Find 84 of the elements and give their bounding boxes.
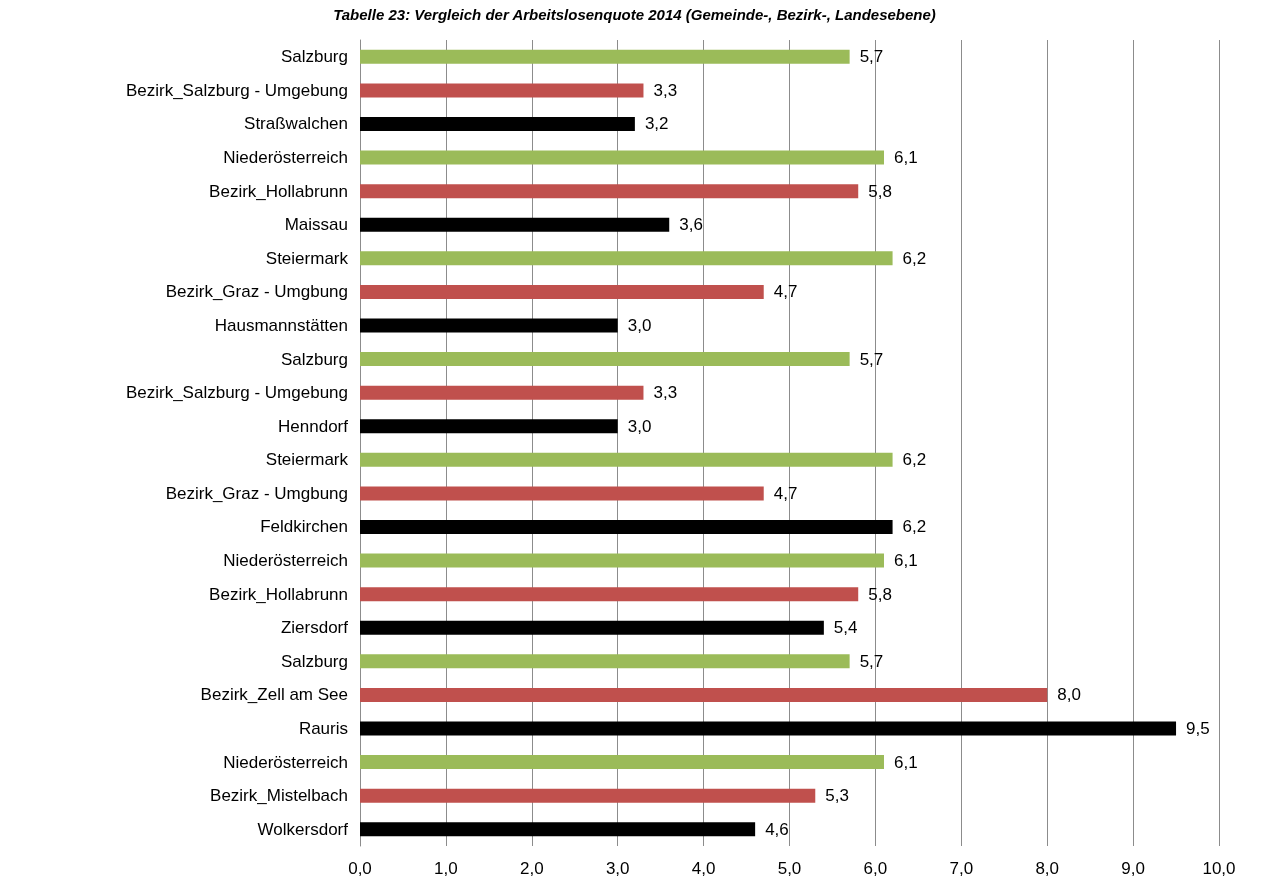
y-tick-label: Bezirk_Mistelbach bbox=[210, 786, 348, 806]
bar bbox=[360, 352, 850, 367]
data-label: 4,6 bbox=[765, 819, 789, 839]
y-tick-label: Niederösterreich bbox=[223, 551, 348, 571]
bar bbox=[360, 553, 884, 568]
data-label: 3,0 bbox=[627, 416, 652, 436]
y-tick-label: Bezirk_Hollabrunn bbox=[209, 181, 348, 201]
data-label: 6,1 bbox=[893, 752, 918, 772]
bar bbox=[360, 788, 816, 803]
bar bbox=[360, 654, 850, 669]
y-tick-label: Straßwalchen bbox=[244, 114, 348, 134]
y-tick-label: Bezirk_Hollabrunn bbox=[209, 584, 348, 604]
bar bbox=[360, 385, 644, 400]
x-tick-label: 3,0 bbox=[605, 859, 630, 878]
y-tick-label: Bezirk_Graz - Umgbung bbox=[165, 483, 348, 503]
bar bbox=[360, 116, 635, 131]
y-tick-label: Ziersdorf bbox=[280, 618, 349, 638]
y-tick-label: Niederösterreich bbox=[223, 148, 348, 168]
y-tick-label: Salzburg bbox=[280, 47, 348, 67]
data-label: 4,7 bbox=[773, 483, 798, 503]
data-label: 6,1 bbox=[893, 551, 918, 571]
bar bbox=[360, 755, 884, 770]
bar bbox=[360, 620, 824, 635]
data-label: 3,3 bbox=[653, 383, 678, 403]
data-label: 5,7 bbox=[859, 651, 884, 671]
bar bbox=[360, 251, 893, 266]
y-tick-label: Maissau bbox=[284, 215, 348, 235]
y-tick-label: Henndorf bbox=[278, 416, 349, 436]
x-tick-label: 9,0 bbox=[1121, 859, 1145, 878]
data-label: 8,0 bbox=[1057, 685, 1081, 705]
data-label: 5,7 bbox=[859, 47, 884, 67]
y-tick-label: Niederösterreich bbox=[223, 752, 348, 772]
y-tick-label: Bezirk_Graz - Umgbung bbox=[165, 282, 348, 302]
data-label: 6,1 bbox=[893, 148, 918, 168]
x-tick-label: 2,0 bbox=[519, 859, 544, 878]
y-tick-label: Bezirk_Salzburg - Umgebung bbox=[125, 383, 348, 403]
data-label: 5,7 bbox=[859, 349, 884, 369]
x-tick-label: 10,0 bbox=[1202, 859, 1236, 878]
data-label: 5,4 bbox=[833, 618, 858, 638]
x-tick-label: 7,0 bbox=[949, 859, 974, 878]
data-label: 6,2 bbox=[902, 450, 927, 470]
y-tick-label: Salzburg bbox=[280, 651, 348, 671]
y-tick-label: Hausmannstätten bbox=[214, 315, 348, 335]
data-label: 3,3 bbox=[653, 80, 678, 100]
y-tick-label: Bezirk_Zell am See bbox=[200, 685, 348, 705]
data-label: 5,8 bbox=[868, 584, 892, 604]
x-tick-label: 5,0 bbox=[777, 859, 802, 878]
bar bbox=[360, 452, 893, 467]
x-tick-label: 8,0 bbox=[1035, 859, 1060, 878]
bar bbox=[360, 150, 884, 165]
y-tick-label: Wolkersdorf bbox=[257, 819, 349, 839]
data-label: 5,8 bbox=[868, 181, 892, 201]
x-tick-label: 1,0 bbox=[434, 859, 458, 878]
bar bbox=[360, 419, 618, 434]
y-tick-label: Bezirk_Salzburg - Umgebung bbox=[125, 80, 348, 100]
data-label: 3,6 bbox=[679, 215, 703, 235]
bar bbox=[360, 49, 850, 64]
data-label: 9,5 bbox=[1186, 718, 1210, 738]
y-tick-label: Rauris bbox=[298, 718, 348, 738]
bar bbox=[360, 284, 764, 299]
x-tick-label: 4,0 bbox=[691, 859, 716, 878]
bar bbox=[360, 318, 618, 333]
bar bbox=[360, 587, 859, 602]
data-label: 4,7 bbox=[773, 282, 798, 302]
bar bbox=[360, 486, 764, 501]
bar bbox=[360, 721, 1177, 736]
data-label: 3,0 bbox=[627, 315, 652, 335]
data-label: 3,2 bbox=[644, 114, 669, 134]
y-tick-label: Feldkirchen bbox=[260, 517, 348, 537]
bar bbox=[360, 217, 670, 232]
y-tick-label: Steiermark bbox=[265, 248, 349, 268]
bar bbox=[360, 687, 1048, 702]
x-tick-label: 0,0 bbox=[348, 859, 372, 878]
y-tick-label: Salzburg bbox=[280, 349, 348, 369]
data-label: 5,3 bbox=[825, 786, 849, 806]
data-label: 6,2 bbox=[902, 248, 927, 268]
x-tick-label: 6,0 bbox=[863, 859, 888, 878]
bar bbox=[360, 822, 756, 837]
bar bbox=[360, 83, 644, 98]
chart-title: Tabelle 23: Vergleich der Arbeitslosenquote 2014 (Gemeinde-, Bezirk-, Landesebene) bbox=[333, 6, 936, 23]
data-label: 6,2 bbox=[902, 517, 927, 537]
bar bbox=[360, 519, 893, 534]
bar bbox=[360, 184, 859, 199]
y-tick-label: Steiermark bbox=[265, 450, 349, 470]
